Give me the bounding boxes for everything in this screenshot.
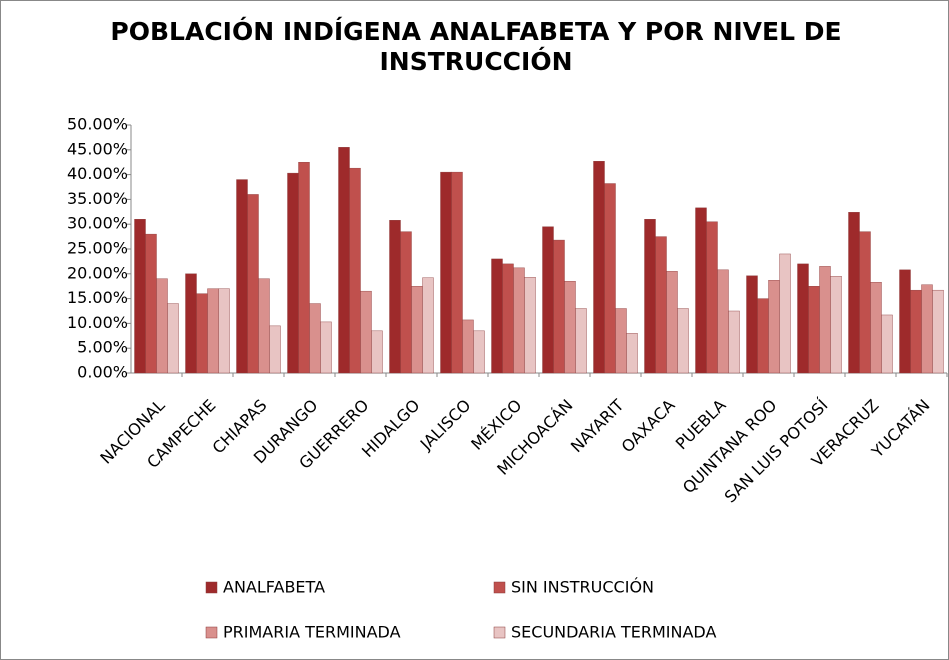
bar [451, 171, 463, 374]
bar [695, 207, 707, 374]
bar [859, 231, 871, 374]
bar [185, 273, 197, 374]
bar [626, 333, 638, 374]
bar [207, 288, 219, 374]
y-tick-label: 40.00% [67, 164, 128, 183]
bar [338, 147, 350, 374]
bar [604, 183, 616, 374]
y-tick-label: 25.00% [67, 239, 128, 258]
bar [655, 236, 667, 374]
x-tick-label: JALISCO [416, 396, 475, 455]
legend-label: SIN INSTRUCCIÓN [511, 578, 654, 597]
bar [258, 278, 270, 374]
legend-swatch [493, 626, 506, 639]
legend-swatch [205, 581, 218, 594]
bar [593, 161, 605, 374]
bar [819, 266, 831, 374]
bar [473, 330, 485, 374]
bar [196, 293, 208, 374]
bar [491, 258, 503, 374]
bar [881, 314, 893, 374]
bar [808, 286, 820, 374]
bar [644, 219, 656, 374]
bar [167, 303, 179, 374]
bar [440, 171, 452, 374]
bar [830, 276, 842, 374]
bar [389, 220, 401, 374]
bar [717, 269, 729, 374]
bar [910, 289, 922, 374]
x-tick-label: OAXACA [618, 396, 679, 457]
bar [524, 277, 536, 374]
bar [400, 231, 412, 374]
bar [564, 281, 576, 374]
bar [298, 161, 310, 374]
bar [870, 282, 882, 374]
bar [145, 233, 157, 374]
y-tick-label: 45.00% [67, 139, 128, 158]
bar [236, 179, 248, 374]
legend-swatch [205, 626, 218, 639]
bar [921, 284, 933, 374]
bar [309, 303, 321, 374]
bar [360, 290, 372, 374]
legend-label: PRIMARIA TERMINADA [223, 623, 401, 642]
y-tick-label: 35.00% [67, 189, 128, 208]
bar [287, 172, 299, 374]
y-tick-label: 30.00% [67, 214, 128, 233]
x-tick-label: NAYARIT [567, 395, 628, 456]
bar [462, 319, 474, 374]
bar [575, 308, 587, 374]
bar [269, 325, 281, 374]
bar [371, 330, 383, 374]
bar [728, 310, 740, 374]
bar [779, 253, 791, 374]
bar [422, 277, 434, 374]
bar [746, 275, 758, 374]
bar [411, 286, 423, 374]
bar [513, 267, 525, 374]
legend-label: SECUNDARIA TERMINADA [511, 623, 716, 642]
legend-swatch [493, 581, 506, 594]
bar [349, 167, 361, 374]
bar [757, 298, 769, 374]
bar [156, 278, 168, 374]
bar [706, 221, 718, 374]
bar [502, 263, 514, 374]
bar [848, 212, 860, 374]
legend-label: ANALFABETA [223, 578, 325, 597]
bar [677, 308, 689, 374]
bar [218, 288, 230, 374]
bar [553, 239, 565, 374]
y-tick-label: 10.00% [67, 313, 128, 332]
bar [615, 308, 627, 374]
bar [797, 263, 809, 374]
x-tick-label: QUINTANA ROO [679, 396, 781, 498]
bar [542, 226, 554, 374]
y-tick-label: 0.00% [77, 363, 128, 382]
bar [666, 271, 678, 374]
chart-title: POBLACIÓN INDÍGENA ANALFABETA Y POR NIVE… [110, 17, 842, 76]
y-tick-label: 15.00% [67, 288, 128, 307]
y-tick-label: 20.00% [67, 263, 128, 282]
bar [247, 194, 259, 374]
bar [134, 219, 146, 374]
bar [768, 280, 780, 374]
y-tick-label: 5.00% [77, 338, 128, 357]
bar [899, 269, 911, 374]
bar [932, 289, 944, 374]
y-tick-label: 50.00% [67, 115, 128, 134]
bar [320, 321, 332, 374]
